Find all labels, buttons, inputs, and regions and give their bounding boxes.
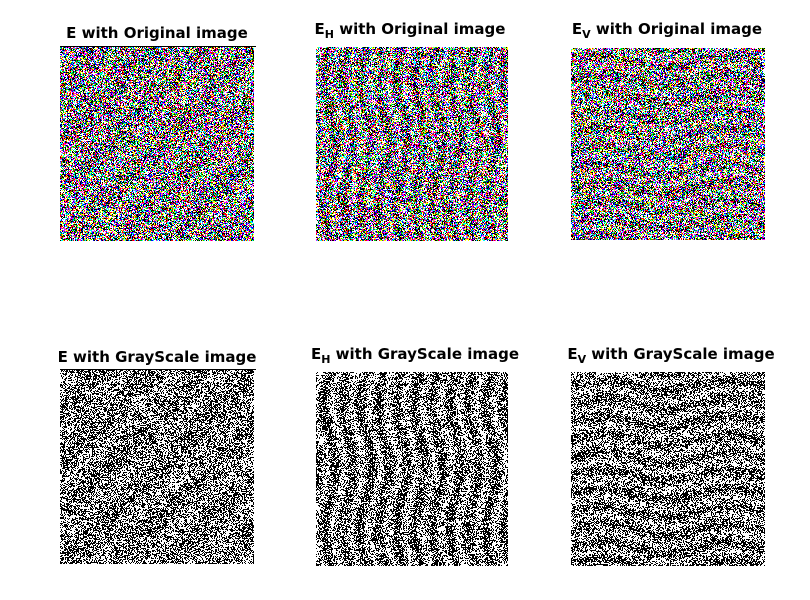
panel-eh-original: EH with Original image (305, 16, 515, 246)
panel-e-grayscale: E with GrayScale image (50, 344, 264, 574)
panel-title: E with Original image (66, 24, 248, 42)
encrypted-image-eh-color (316, 47, 508, 241)
panel-e-original: E with Original image (52, 20, 262, 250)
panel-ev-original: EV with Original image (562, 16, 772, 246)
encrypted-image-e-color (60, 47, 254, 241)
panel-title: EH with GrayScale image (310, 345, 520, 366)
encrypted-image-e-binary (60, 370, 254, 564)
panel-title: EV with Original image (571, 20, 763, 41)
title-underline (60, 369, 256, 370)
panel-eh-grayscale: EH with GrayScale image (305, 341, 525, 571)
panel-title: EV with GrayScale image (567, 345, 775, 366)
title-underline (60, 46, 256, 47)
encrypted-image-ev-binary (571, 372, 765, 566)
panel-title: E with GrayScale image (57, 348, 257, 366)
panel-ev-grayscale: EV with GrayScale image (560, 341, 782, 571)
encrypted-image-eh-binary (316, 372, 508, 566)
encrypted-image-ev-color (571, 48, 765, 240)
panel-title: EH with Original image (314, 20, 506, 41)
